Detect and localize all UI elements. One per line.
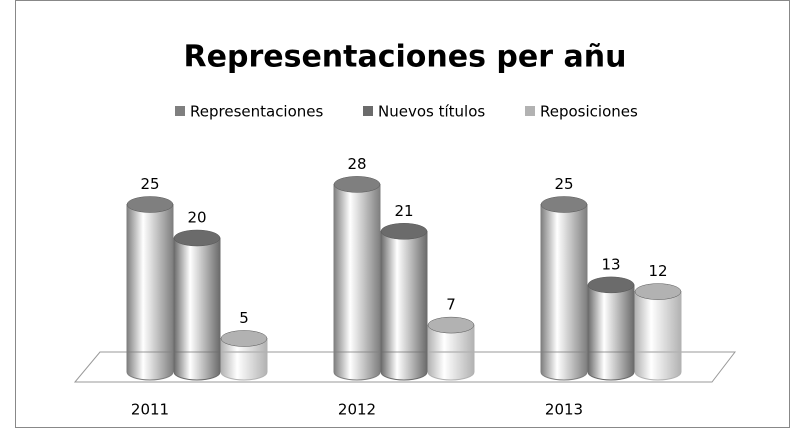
cylinder — [380, 230, 428, 381]
cylinder — [427, 324, 475, 381]
legend-swatch — [363, 106, 373, 116]
data-label: 5 — [239, 309, 249, 327]
data-label: 13 — [601, 255, 620, 273]
legend-swatch — [175, 106, 185, 116]
x-tick-label: 2013 — [545, 401, 583, 419]
cylinder-top — [220, 330, 268, 347]
data-label: 7 — [446, 296, 456, 314]
data-label: 25 — [554, 175, 573, 193]
data-label: 25 — [140, 175, 159, 193]
cylinder-top — [126, 196, 174, 213]
cylinder — [126, 204, 174, 381]
cylinder — [540, 204, 588, 381]
data-label: 28 — [347, 155, 366, 173]
cylinder — [173, 237, 221, 381]
cylinder-top — [173, 229, 221, 247]
legend-label: Reposiciones — [540, 103, 638, 121]
legend-label: Nuevos títulos — [378, 103, 485, 121]
x-tick-label: 2012 — [338, 401, 376, 419]
data-label: 20 — [187, 209, 206, 227]
cylinder-top — [540, 196, 588, 213]
cylinder-top — [380, 223, 428, 240]
legend-swatch — [525, 106, 535, 116]
cylinder — [220, 338, 268, 381]
cylinder-top — [333, 176, 381, 193]
data-label: 21 — [394, 202, 413, 220]
cylinder — [333, 183, 381, 381]
cylinder — [634, 291, 682, 381]
cylinder-top — [427, 316, 475, 334]
data-label: 12 — [648, 262, 667, 280]
x-tick-label: 2011 — [131, 401, 169, 419]
cylinder — [587, 284, 635, 381]
cylinder-top — [634, 283, 682, 300]
cylinder-top — [587, 276, 635, 294]
legend-label: Representaciones — [190, 103, 324, 121]
chart-title: Representaciones per añu — [184, 40, 627, 75]
